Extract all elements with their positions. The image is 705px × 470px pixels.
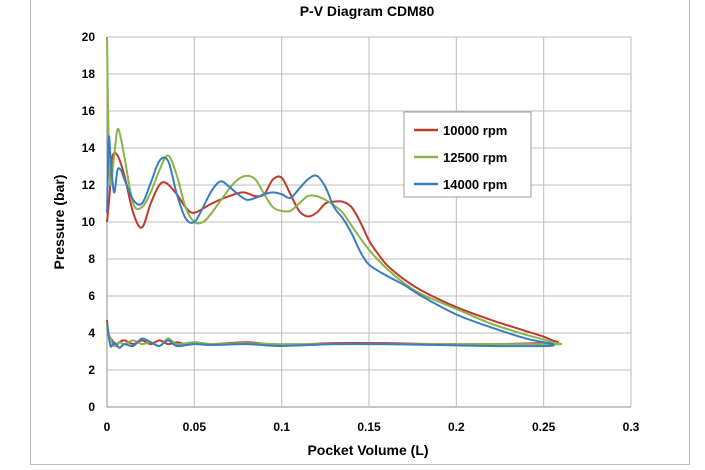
series-line-12500-rpm (106, 36, 563, 347)
y-tick-label: 14 (82, 141, 96, 155)
y-tick-label: 0 (88, 400, 95, 414)
tick-labels: 0 2 4 6 8 10 12 14 16 18 20 0 0.05 0.1 0.15 0.2 0.25 0.3 (82, 30, 640, 434)
x-tick-label: 0 (104, 420, 111, 434)
x-axis-label: Pocket Volume (L) (307, 442, 428, 458)
y-tick-label: 4 (88, 326, 95, 340)
legend-label-12500-rpm: 12500 rpm (443, 150, 507, 165)
x-tick-label: 0.05 (183, 420, 207, 434)
x-tick-label: 0.25 (532, 420, 556, 434)
legend-label-14000-rpm: 14000 rpm (443, 177, 507, 192)
y-tick-label: 20 (82, 30, 96, 44)
x-tick-label: 0.1 (273, 420, 290, 434)
y-tick-label: 2 (88, 363, 95, 377)
y-tick-label: 16 (82, 104, 96, 118)
x-tick-label: 0.3 (623, 420, 640, 434)
pv-chart: P-V Diagram CDM80 0 2 4 6 8 10 12 14 16 18 20 0 0.05… (51, 3, 640, 458)
y-tick-label: 18 (82, 67, 96, 81)
chart-frame: P-V Diagram CDM80 0 2 4 6 8 10 12 14 16 18 20 0 0.05… (30, 0, 690, 465)
x-tick-label: 0.15 (357, 420, 381, 434)
y-tick-label: 6 (88, 289, 95, 303)
legend-label-10000-rpm: 10000 rpm (443, 123, 507, 138)
series-line-14000-rpm (106, 135, 555, 349)
series-lines (106, 36, 563, 349)
legend: 10000 rpm 12500 rpm 14000 rpm (403, 111, 532, 198)
y-tick-label: 8 (88, 252, 95, 266)
y-axis-label: Pressure (bar) (51, 175, 67, 270)
chart-title: P-V Diagram CDM80 (300, 3, 435, 19)
x-tick-label: 0.2 (448, 420, 465, 434)
y-tick-label: 12 (82, 178, 96, 192)
y-tick-label: 10 (82, 215, 96, 229)
grid (106, 36, 632, 408)
